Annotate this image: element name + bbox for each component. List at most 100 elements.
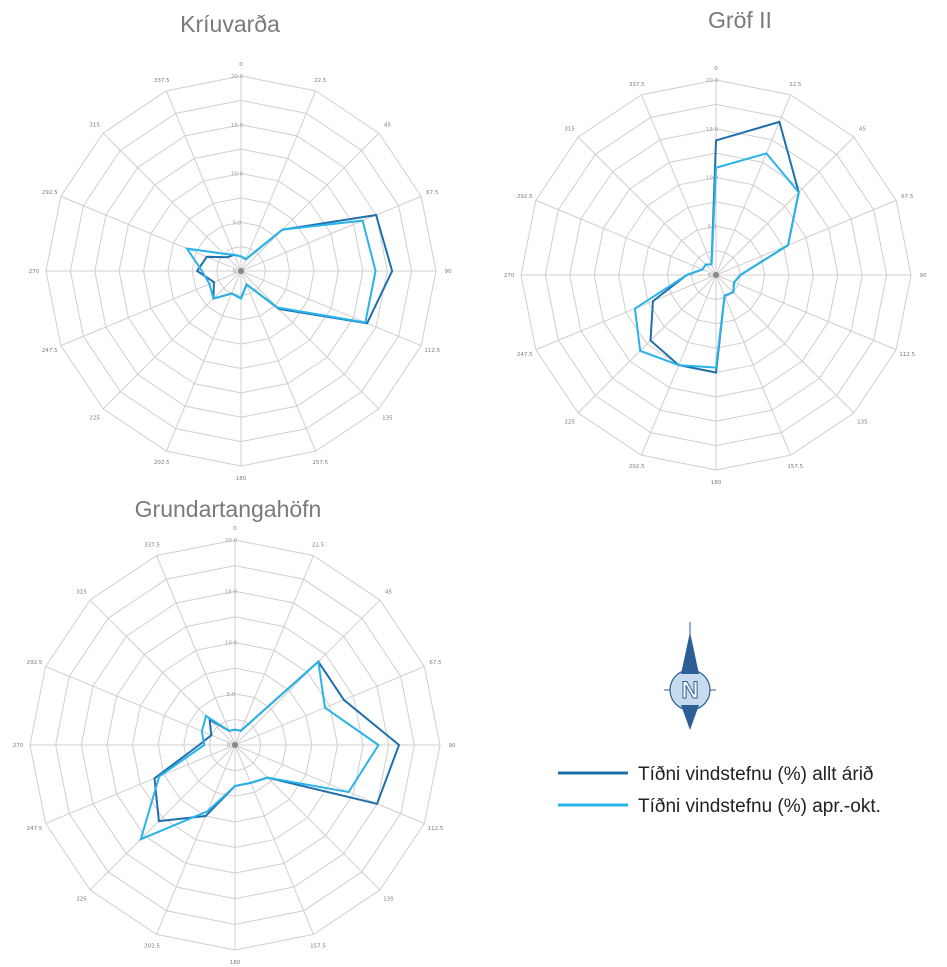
direction-label: 45 (384, 123, 391, 129)
radial-tick-label: 10.0 (231, 172, 244, 178)
grid-spoke (577, 274, 717, 414)
series-line-apr-oct (633, 152, 800, 369)
direction-label: 225 (89, 415, 100, 421)
direction-label: 0 (714, 66, 718, 72)
direction-label: 247.5 (42, 348, 58, 354)
direction-label: 90 (920, 273, 927, 279)
grid-spoke (240, 270, 422, 347)
direction-label: 180 (236, 476, 247, 482)
direction-label: 157.5 (787, 464, 803, 470)
direction-label: 202.5 (144, 943, 160, 949)
direction-label: 45 (385, 590, 392, 596)
direction-label: 112.5 (424, 348, 440, 354)
grid-spoke (165, 90, 242, 272)
direction-label: 112.5 (899, 352, 915, 358)
grid-spoke (89, 744, 236, 891)
direction-label: 22.5 (312, 543, 325, 549)
direction-label: 22.5 (789, 82, 802, 88)
chart-title: Grundartangahöfn (135, 496, 322, 522)
chart-title: Kríuvarða (180, 11, 280, 37)
direction-label: 180 (711, 480, 722, 486)
series-line-apr-oct (139, 659, 380, 841)
direction-label: 225 (76, 896, 87, 902)
direction-label: 315 (76, 590, 87, 596)
direction-label: 90 (449, 743, 456, 749)
grid-spoke (240, 132, 380, 272)
radial-tick-label: 5.0 (227, 692, 236, 698)
direction-label: 135 (383, 896, 394, 902)
direction-label: 270 (29, 269, 40, 275)
grid-spoke (234, 666, 425, 746)
wind-rose-grundartangahofn: Grundartangahöfn 0 22.5 45 67.5 90 112.5 135 157… (13, 496, 456, 966)
center-marker (713, 272, 719, 278)
direction-label: 45 (859, 127, 866, 133)
grid-spoke (102, 132, 242, 272)
direction-label: 67.5 (429, 660, 442, 666)
legend-label-all-year: Tíðni vindstefnu (%) allt árið (638, 764, 874, 785)
grid-spoke (60, 195, 242, 272)
direction-label: 22.5 (314, 78, 327, 84)
direction-label: 292.5 (517, 194, 533, 200)
wind-rose-grof-ii: Gröf II 0 22.5 45 67.5 90 112.5 135 157.5 180 202.… (504, 7, 927, 486)
direction-label: 270 (13, 743, 24, 749)
grid-spoke (234, 555, 314, 746)
grid-spoke (715, 199, 897, 276)
chart-title: Gröf II (708, 7, 772, 33)
radial-tick-label: 20.0 (706, 78, 719, 84)
radial-tick-label: 0.0 (708, 273, 717, 279)
grid-spoke (240, 270, 380, 410)
grid-spoke (715, 274, 792, 456)
grid-spoke (240, 90, 317, 272)
radial-tick-label: 20.0 (231, 74, 244, 80)
direction-label: 135 (857, 419, 868, 425)
grid-spoke (156, 744, 236, 935)
grid-spoke (234, 744, 381, 891)
direction-label: 157.5 (310, 943, 326, 949)
grid-spoke (234, 744, 314, 935)
direction-label: 67.5 (426, 190, 439, 196)
wind-rose-kriuvarda: Kríuvarða 0 22.5 45 67.5 90 112.5 135 157.5 180 20… (29, 11, 452, 482)
center-marker (238, 268, 244, 274)
legend: Tíðni vindstefnu (%) allt árið Tíðni vin… (558, 764, 881, 817)
radial-tick-label: 5.0 (233, 220, 242, 226)
grid-spoke (640, 94, 717, 276)
direction-label: 247.5 (27, 826, 43, 832)
direction-label: 247.5 (517, 352, 533, 358)
direction-label: 292.5 (42, 190, 58, 196)
direction-label: 202.5 (629, 464, 645, 470)
compass-letter: N (681, 677, 698, 704)
radial-tick-label: 15.0 (225, 589, 238, 595)
direction-label: 337.5 (144, 543, 160, 549)
radial-tick-label: 20.0 (225, 538, 238, 544)
direction-label: 292.5 (27, 660, 43, 666)
direction-label: 180 (230, 960, 241, 966)
radial-tick-label: 15.0 (231, 123, 244, 129)
direction-label: 270 (504, 273, 515, 279)
direction-label: 202.5 (154, 460, 170, 466)
grid-spoke (715, 94, 792, 276)
direction-label: 135 (382, 415, 393, 421)
grid-spoke (102, 270, 242, 410)
grid-spoke (156, 555, 236, 746)
grid-spoke (165, 270, 242, 452)
grid-spoke (535, 199, 717, 276)
direction-label: 315 (89, 123, 100, 129)
grid-spoke (240, 270, 317, 452)
grid-spoke (535, 274, 717, 351)
radial-tick-label: 10.0 (225, 641, 238, 647)
radial-tick-label: 15.0 (706, 127, 719, 133)
grid-spoke (240, 195, 422, 272)
north-arrow-icon: N (664, 622, 716, 730)
radial-tick-label: 10.0 (706, 176, 719, 182)
direction-label: 0 (233, 526, 237, 532)
grid-spoke (715, 136, 855, 276)
direction-label: 0 (239, 62, 243, 68)
direction-label: 337.5 (154, 78, 170, 84)
radial-tick-label: 0.0 (227, 743, 236, 749)
direction-label: 225 (564, 419, 575, 425)
grid-spoke (715, 274, 897, 351)
grid-spoke (715, 274, 855, 414)
direction-label: 112.5 (428, 826, 444, 832)
grid-spoke (45, 666, 236, 746)
